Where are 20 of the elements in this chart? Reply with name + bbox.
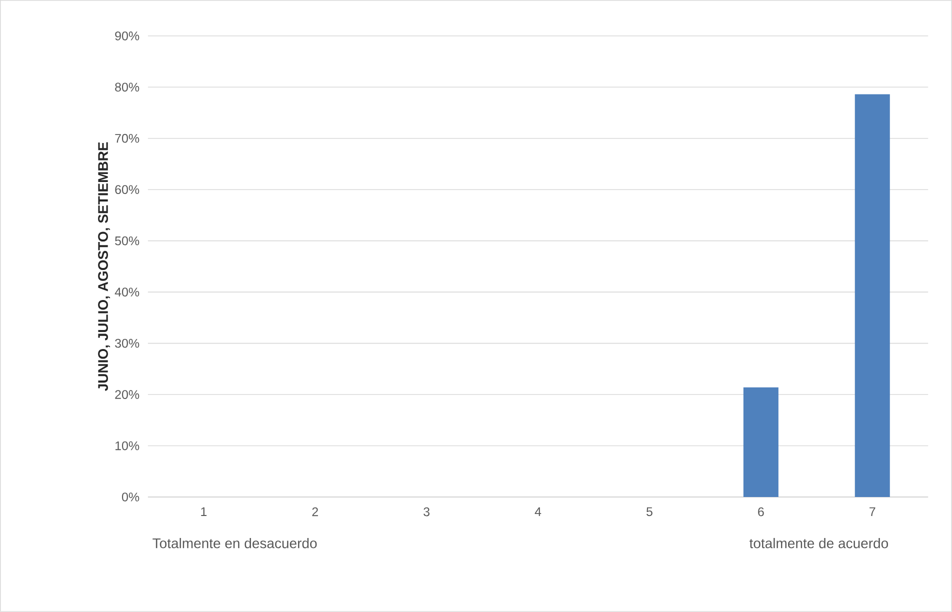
x-tick-label: 3 bbox=[424, 507, 430, 516]
x-tick-label: 1 bbox=[201, 507, 207, 516]
y-tick-label: 40% bbox=[114, 288, 140, 297]
x-tick-label: 5 bbox=[646, 507, 652, 516]
y-tick-label: 50% bbox=[115, 236, 140, 246]
x-tick-label: 2 bbox=[312, 507, 318, 516]
x-tick-label: 7 bbox=[870, 507, 876, 516]
y-axis-title: JUNIO, JULIO, AGOSTO, SETIEMBRE bbox=[98, 142, 110, 392]
text: Totalmente en desacuerdo bbox=[152, 538, 317, 548]
y-tick-label: 20% bbox=[115, 390, 140, 399]
x-tick-label: 6 bbox=[758, 507, 764, 516]
x-tick-label: 4 bbox=[534, 507, 542, 516]
y-tick-label: 70% bbox=[115, 134, 140, 143]
y-tick-label: 0% bbox=[122, 492, 140, 502]
text: totalmente de acuerdo bbox=[750, 538, 888, 548]
y-tick-label: 60% bbox=[115, 185, 140, 194]
y-tick-label: 90% bbox=[115, 32, 140, 40]
y-tick-label: 30% bbox=[115, 338, 140, 348]
y-tick-label: 80% bbox=[115, 82, 140, 92]
y-tick-label: 10% bbox=[115, 441, 140, 450]
